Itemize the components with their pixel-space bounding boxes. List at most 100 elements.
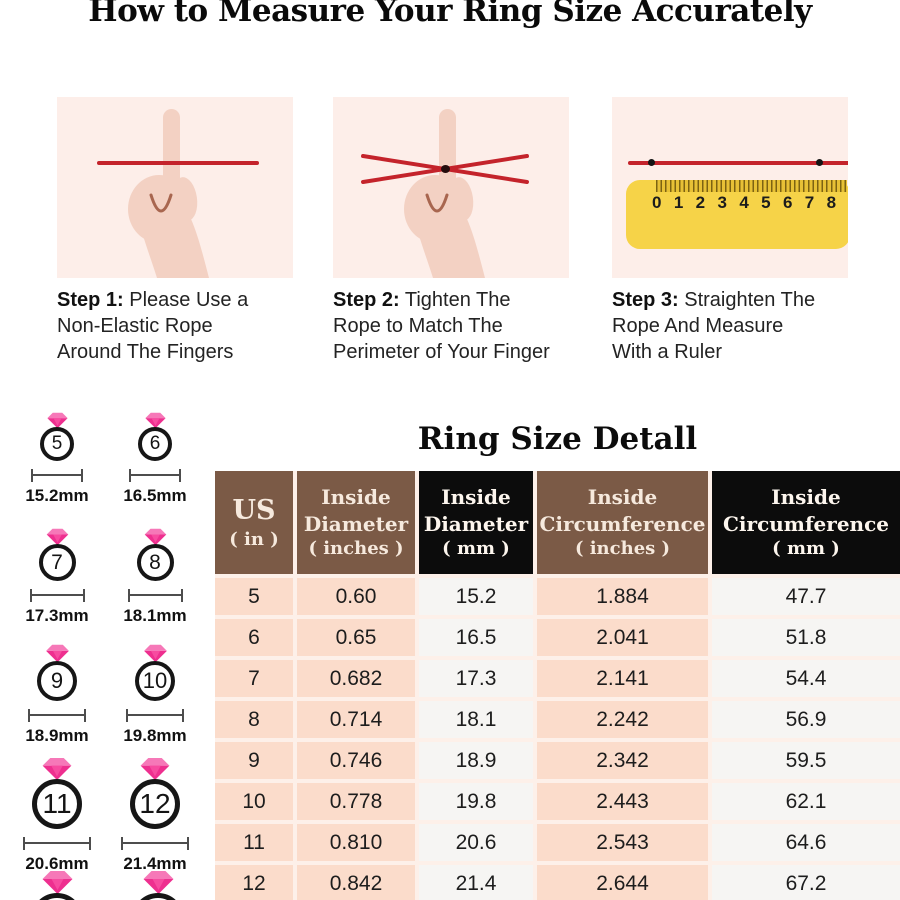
diameter-label: 20.6mm <box>25 854 89 873</box>
header-line: Circumference <box>723 511 889 536</box>
step1-panel <box>57 97 293 278</box>
header-line: ( mm ) <box>442 538 510 560</box>
ring-illustration <box>0 870 117 900</box>
step-caption-line: Around The Fingers <box>57 341 234 363</box>
ring-illustration: 8 18.1mm <box>95 528 215 626</box>
table-header-cell: Inside Circumference( mm ) <box>712 471 900 574</box>
header-line: Inside <box>441 485 511 510</box>
table-cell: 6 <box>215 619 293 656</box>
measuring-rope <box>628 161 848 165</box>
ruler-tick-band <box>656 180 847 192</box>
table-cell: 62.1 <box>712 783 900 820</box>
ruler-scale: 0123456789 <box>652 193 848 213</box>
table-cell: 1.884 <box>537 578 708 615</box>
table-cell: 12 <box>215 865 293 900</box>
step-caption-line: Step 1: Please Use a <box>57 289 249 311</box>
table-cell: 0.746 <box>297 742 415 779</box>
step1-caption: Step 1: Please Use a Non-Elastic Rope Arou… <box>57 287 248 365</box>
ring-illustration: 10 19.8mm <box>95 644 215 746</box>
ring-illustration <box>98 870 218 900</box>
diameter-measure-line <box>129 469 181 482</box>
diameter-label: 18.1mm <box>123 606 187 625</box>
table-cell: 2.041 <box>537 619 708 656</box>
diameter-measure-line <box>121 837 189 850</box>
diamond-icon <box>140 757 170 781</box>
step-caption-line: Non-Elastic Rope <box>57 315 213 337</box>
table-cell: 19.8 <box>419 783 533 820</box>
step-caption-line: With a Ruler <box>612 341 723 363</box>
table-cell: 0.60 <box>297 578 415 615</box>
diameter-label: 15.2mm <box>25 486 89 505</box>
table-cell: 5 <box>215 578 293 615</box>
table-cell: 16.5 <box>419 619 533 656</box>
step2-caption: Step 2: Tighten The Rope to Match The Peri… <box>333 287 550 365</box>
header-line: Diameter <box>423 511 529 536</box>
ring-illustration: 5 15.2mm <box>0 412 117 506</box>
diameter-measure-line <box>23 837 91 850</box>
ruler-number: 8 <box>826 193 837 212</box>
table-cell: 20.6 <box>419 824 533 861</box>
ruler-number: 4 <box>739 193 749 212</box>
ring-illustration: 7 17.3mm <box>0 528 117 626</box>
step-caption-line: Step 2: Tighten The <box>333 289 511 311</box>
step-label: Step 1: <box>57 289 124 311</box>
diamond-icon <box>45 644 69 663</box>
table-cell: 64.6 <box>712 824 900 861</box>
diameter-label: 19.8mm <box>123 726 187 745</box>
table-cell: 2.242 <box>537 701 708 738</box>
ring-size-number: 11 <box>32 779 82 829</box>
table-cell: 11 <box>215 824 293 861</box>
diameter-measure-line <box>127 589 183 602</box>
table-cell: 15.2 <box>419 578 533 615</box>
step-caption-line: Rope And Measure <box>612 315 784 337</box>
ring-size-number: 10 <box>135 661 175 701</box>
ring-size-table: US( in ) Inside Diameter( inches ) Inside Di… <box>215 471 900 900</box>
table-cell: 51.8 <box>712 619 900 656</box>
hand-icon <box>404 109 485 278</box>
step-caption-line: Step 3: Straighten The <box>612 289 816 311</box>
header-line: Inside <box>587 485 658 510</box>
header-line: ( inches ) <box>574 538 671 560</box>
step3-caption: Step 3: Straighten The Rope And Measure Wi… <box>612 287 815 365</box>
diamond-icon <box>42 871 72 894</box>
table-cell: 8 <box>215 701 293 738</box>
table-cell: 2.141 <box>537 660 708 697</box>
step2-panel <box>333 97 569 278</box>
diamond-icon <box>143 644 167 663</box>
ruler-number: 2 <box>695 193 706 212</box>
measuring-rope <box>97 161 259 165</box>
ring-illustration: 11 20.6mm <box>0 757 117 874</box>
rope-end-dot <box>816 159 823 166</box>
table-header-cell: Inside Circumference( inches ) <box>537 471 708 574</box>
table-cell: 2.342 <box>537 742 708 779</box>
ring-illustration: 9 18.9mm <box>0 644 117 746</box>
main-title: How to Measure Your Ring Size Accurately <box>88 0 812 29</box>
table-cell: 7 <box>215 660 293 697</box>
diamond-icon <box>42 757 72 781</box>
ruler: 0123456789 <box>626 180 848 249</box>
header-line: Inside <box>771 485 841 510</box>
diameter-measure-line <box>28 709 86 722</box>
table-cell: 18.1 <box>419 701 533 738</box>
ruler-number: 7 <box>804 193 815 212</box>
diameter-label: 17.3mm <box>25 606 89 625</box>
table-cell: 21.4 <box>419 865 533 900</box>
table-cell: 54.4 <box>712 660 900 697</box>
ring-illustration: 6 16.5mm <box>95 412 215 506</box>
step-caption-line: Perimeter of Your Finger <box>333 341 550 363</box>
table-cell: 0.778 <box>297 783 415 820</box>
table-cell: 59.5 <box>712 742 900 779</box>
header-line: ( mm ) <box>772 538 840 560</box>
hand-icon <box>128 109 209 278</box>
ring-size-number: 6 <box>138 427 172 461</box>
ruler-number: 0 <box>652 193 662 212</box>
diamond-icon <box>46 412 68 429</box>
table-cell: 0.842 <box>297 865 415 900</box>
table-cell: 17.3 <box>419 660 533 697</box>
ring-illustration: 12 21.4mm <box>95 757 215 874</box>
ruler-number: 5 <box>761 193 771 212</box>
header-line: US <box>232 494 276 526</box>
diameter-label: 16.5mm <box>123 486 187 505</box>
diamond-icon <box>144 528 166 546</box>
